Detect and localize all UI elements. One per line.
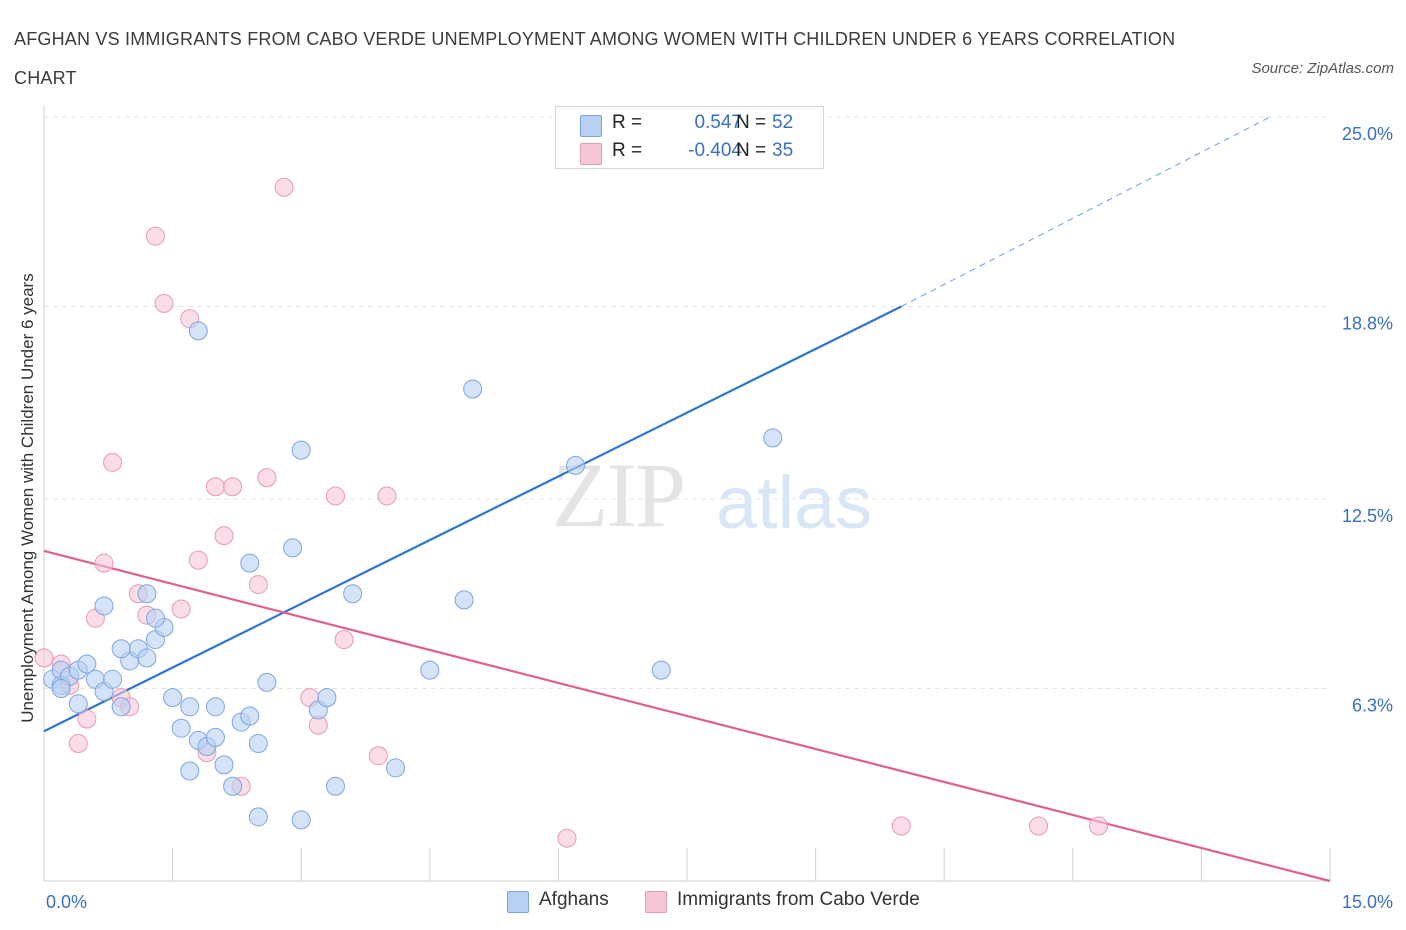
afghan-point — [94, 596, 114, 616]
cabo-verde-point — [223, 477, 243, 497]
series-swatch-afghans — [507, 891, 529, 913]
legend-n-value: 52 — [772, 112, 794, 133]
afghan-point — [188, 321, 208, 341]
cabo-verde-point — [77, 709, 97, 729]
afghan-point — [68, 694, 88, 714]
cabo-verde-point — [171, 599, 191, 619]
afghan-point — [651, 660, 671, 680]
afghan-point — [137, 648, 157, 668]
afghans-trend-line — [43, 305, 902, 733]
cabo-verde-point — [1029, 816, 1049, 836]
afghan-point — [223, 776, 243, 796]
afghan-point — [180, 697, 200, 717]
cabo-verde-point — [34, 648, 54, 668]
cabo-verde-point — [188, 550, 208, 570]
source-label: Source: ZipAtlas.com — [1251, 60, 1394, 77]
afghan-point — [291, 810, 311, 830]
tick-labels: 6.3% 12.5% 18.8% 25.0% 0.0% 15.0% — [46, 124, 1393, 912]
cabo-verde-point — [1089, 816, 1109, 836]
legend-r-value: 0.547 — [694, 112, 742, 133]
legend-n-value: 35 — [772, 140, 794, 161]
afghan-point — [111, 697, 131, 717]
trend-lines — [43, 116, 1331, 883]
watermark-atlas: atlas — [716, 461, 872, 544]
afghan-point — [205, 727, 225, 747]
afghan-point — [103, 669, 123, 689]
y-axis-label: Unemployment Among Women with Children U… — [18, 273, 37, 723]
afghan-point — [463, 379, 483, 399]
x-tick-label: 15.0% — [1342, 892, 1393, 912]
cabo-verde-point — [94, 553, 114, 573]
cabo-verde-point — [214, 526, 234, 546]
afghan-point — [77, 654, 97, 674]
afghan-point — [257, 672, 277, 692]
chart-title: AFGHAN VS IMMIGRANTS FROM CABO VERDE UNE… — [14, 29, 1176, 88]
afghan-point — [163, 688, 183, 708]
cabo-verde-point — [368, 746, 388, 766]
cabo-verde-point — [377, 486, 397, 506]
cabo-verde-point — [248, 575, 268, 595]
afghan-point — [171, 718, 191, 738]
legend-swatch-afghans — [580, 115, 602, 137]
afghan-point — [291, 440, 311, 460]
y-tick-label: 6.3% — [1352, 695, 1393, 715]
afghans-trend-extension — [901, 116, 1271, 307]
series-name-cabo-verde: Immigrants from Cabo Verde — [677, 889, 920, 910]
afghan-point — [205, 697, 225, 717]
afghan-point — [283, 538, 303, 558]
afghan-point — [180, 761, 200, 781]
afghan-point — [566, 455, 586, 475]
afghan-point — [454, 590, 474, 610]
afghan-point — [214, 755, 234, 775]
watermark: ZIP atlas — [552, 444, 872, 546]
cabo-verde-trend-line — [43, 549, 1331, 883]
afghan-point — [111, 639, 131, 659]
x-tick-label: 0.0% — [46, 892, 87, 912]
afghan-point — [420, 660, 440, 680]
cabo-verde-point — [325, 486, 345, 506]
cabo-verde-point — [103, 452, 123, 472]
legend-r-label: R = — [612, 112, 643, 133]
data-points — [34, 177, 1109, 848]
correlation-legend: R = 0.547 N = 52 R = -0.404 N = 35 — [555, 106, 824, 169]
cabo-verde-point — [154, 293, 174, 313]
legend-n-label: N = — [736, 112, 767, 133]
series-name-afghans: Afghans — [539, 889, 609, 910]
grid-lines — [44, 116, 1330, 689]
cabo-verde-point — [257, 468, 277, 488]
cabo-verde-point — [891, 816, 911, 836]
afghan-point — [145, 608, 165, 628]
legend-n-label: N = — [736, 140, 767, 161]
legend-swatch-cabo-verde — [580, 143, 602, 165]
afghan-point — [343, 584, 363, 604]
legend-r-label: R = — [612, 140, 643, 161]
afghan-point — [137, 584, 157, 604]
series-swatch-cabo-verde — [645, 891, 667, 913]
afghan-point — [240, 553, 260, 573]
afghan-point — [386, 758, 406, 778]
cabo-verde-point — [145, 226, 165, 246]
afghan-point — [763, 428, 783, 448]
cabo-verde-point — [274, 177, 294, 197]
afghan-point — [240, 706, 260, 726]
afghan-point — [248, 733, 268, 753]
cabo-verde-point — [205, 477, 225, 497]
cabo-verde-point — [68, 733, 88, 753]
cabo-verde-point — [334, 630, 354, 650]
axes — [43, 105, 1331, 882]
afghan-point — [51, 678, 71, 698]
afghan-point — [248, 807, 268, 827]
y-tick-label: 25.0% — [1342, 124, 1393, 144]
afghan-point — [325, 776, 345, 796]
afghan-point — [317, 688, 337, 708]
cabo-verde-point — [557, 828, 577, 848]
y-tick-label: 18.8% — [1342, 313, 1393, 333]
y-tick-label: 12.5% — [1342, 506, 1393, 526]
legend-r-value: -0.404 — [688, 140, 742, 161]
